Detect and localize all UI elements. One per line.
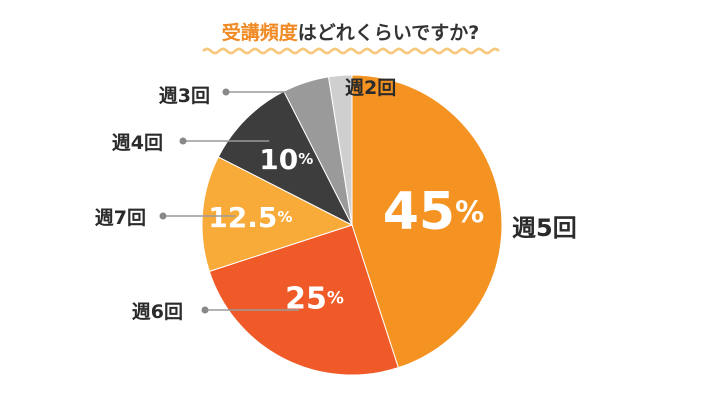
chart-title-rest: はどれくらいですか? bbox=[297, 22, 480, 44]
category-label: 週5回 bbox=[512, 214, 577, 242]
leader-dot bbox=[179, 137, 187, 145]
slice-value-label: 45% bbox=[383, 182, 484, 242]
category-label: 週3回 bbox=[159, 85, 210, 107]
leader-dot bbox=[159, 212, 167, 220]
pie-slice bbox=[351, 74, 503, 369]
pie-slice bbox=[208, 224, 399, 376]
category-label: 週6回 bbox=[132, 301, 183, 323]
pie-slice bbox=[217, 90, 354, 227]
slice-value-label: 12.5% bbox=[208, 200, 292, 233]
category-label: 週4回 bbox=[112, 132, 163, 154]
title-wavy-underline bbox=[202, 47, 500, 55]
chart-title-highlight: 受講頻度 bbox=[221, 22, 298, 44]
pie-slice bbox=[201, 156, 354, 272]
leader-dot bbox=[222, 88, 230, 96]
chart-title: 受講頻度はどれくらいですか? bbox=[0, 18, 701, 45]
category-label: 週2回 bbox=[345, 77, 396, 99]
pie-slice bbox=[327, 74, 353, 226]
leader-dot bbox=[201, 306, 209, 314]
slice-value-label: 25% bbox=[285, 281, 344, 316]
slice-value-label: 10% bbox=[259, 143, 313, 176]
category-label: 週7回 bbox=[95, 207, 146, 229]
